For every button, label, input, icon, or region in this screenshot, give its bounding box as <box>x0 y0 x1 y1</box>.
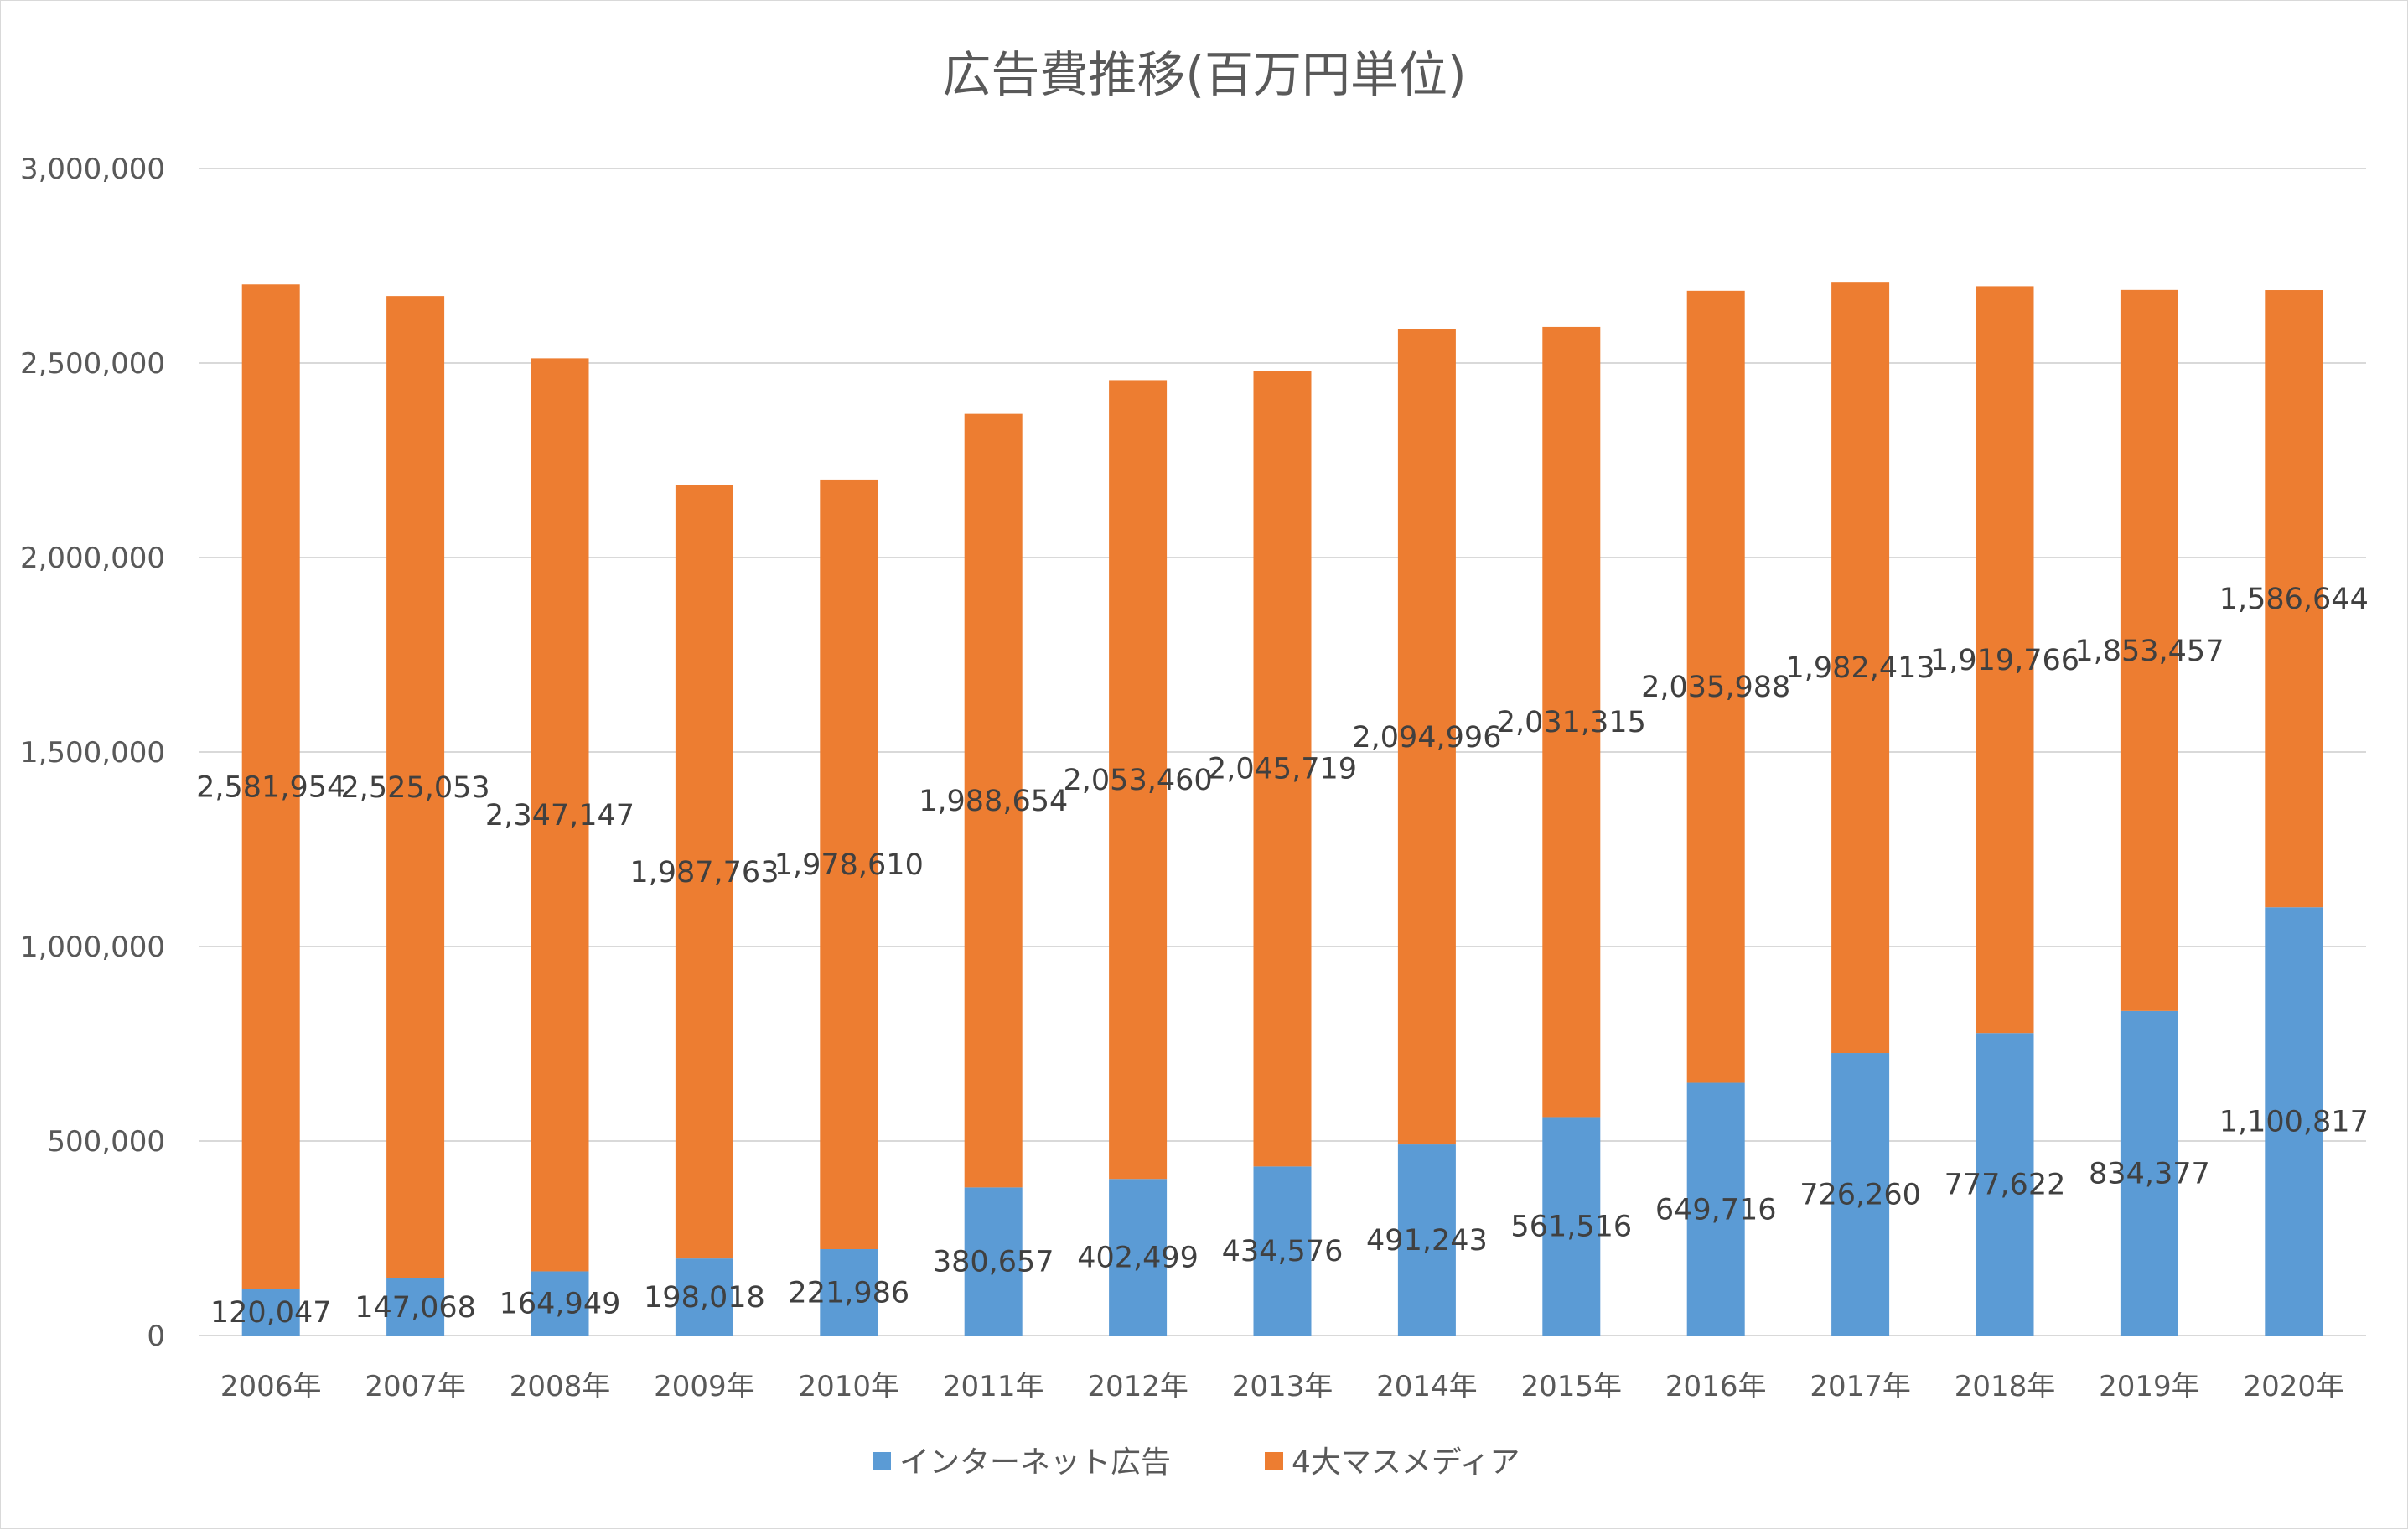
data-label-mass-media: 2,045,719 <box>1208 753 1357 786</box>
data-label-mass-media: 1,987,763 <box>629 856 779 889</box>
y-tick-label: 0 <box>147 1320 165 1353</box>
data-label-internet-ad: 1,100,817 <box>2219 1106 2369 1139</box>
data-label-internet-ad: 561,516 <box>1510 1211 1632 1244</box>
bar-internet-ad <box>1831 1053 1890 1336</box>
data-label-mass-media: 2,581,954 <box>196 770 345 804</box>
data-label-mass-media: 1,978,610 <box>774 848 924 882</box>
data-label-mass-media: 1,982,413 <box>1786 651 1935 685</box>
bar-internet-ad <box>1976 1033 2034 1336</box>
y-tick-label: 2,500,000 <box>20 347 165 381</box>
x-tick-label: 2016年 <box>1665 1370 1767 1403</box>
data-label-internet-ad: 120,047 <box>210 1296 332 1330</box>
x-tick-label: 2006年 <box>220 1370 322 1403</box>
bar-mass-media <box>2120 289 2178 1011</box>
data-label-internet-ad: 164,949 <box>500 1288 621 1321</box>
x-tick-label: 2012年 <box>1087 1370 1188 1403</box>
x-tick-label: 2017年 <box>1810 1370 1911 1403</box>
x-tick-label: 2019年 <box>2099 1370 2200 1403</box>
data-label-internet-ad: 198,018 <box>644 1281 765 1315</box>
bar-mass-media <box>675 485 733 1259</box>
data-label-internet-ad: 726,260 <box>1800 1179 1921 1212</box>
bars <box>241 282 2323 1336</box>
data-label-internet-ad: 834,377 <box>2089 1157 2210 1190</box>
x-tick-label: 2010年 <box>799 1370 900 1403</box>
x-tick-label: 2008年 <box>510 1370 611 1403</box>
y-axis-tick-labels: 0 500,000 1,000,000 1,500,000 2,000,000 2,500… <box>20 153 165 1353</box>
bar-mass-media <box>1253 371 1312 1167</box>
bar-mass-media <box>1542 326 1601 1118</box>
data-label-mass-media: 1,919,766 <box>1930 644 2079 677</box>
bar-internet-ad <box>2265 907 2323 1336</box>
bar-internet-ad <box>1397 1144 1456 1336</box>
bar-mass-media <box>386 296 445 1278</box>
bar-internet-ad <box>1253 1166 1312 1336</box>
bar-mass-media <box>1976 286 2034 1034</box>
bar-internet-ad <box>2120 1010 2178 1336</box>
data-label-mass-media: 2,031,315 <box>1497 706 1646 739</box>
x-tick-label: 2009年 <box>654 1370 755 1403</box>
y-tick-label: 500,000 <box>47 1125 165 1159</box>
data-label-internet-ad: 402,499 <box>1077 1242 1199 1275</box>
legend-swatch-internet-ad <box>873 1452 891 1470</box>
data-label-internet-ad: 147,068 <box>355 1291 476 1325</box>
legend-swatch-mass-media <box>1265 1452 1283 1470</box>
bar-mass-media <box>1109 380 1168 1180</box>
bar-mass-media <box>1831 282 1890 1054</box>
bar-mass-media <box>241 284 300 1289</box>
legend: インターネット広告 4大マスメディア <box>873 1445 1520 1480</box>
y-tick-label: 1,500,000 <box>20 736 165 770</box>
y-tick-label: 3,000,000 <box>20 153 165 186</box>
x-tick-label: 2014年 <box>1376 1370 1478 1403</box>
data-label-mass-media: 1,853,457 <box>2074 635 2224 668</box>
x-tick-label: 2007年 <box>365 1370 466 1403</box>
x-axis-tick-labels: 2006年 2007年 2008年 2009年 2010年 2011年 2012年 2013年… <box>220 1370 2344 1403</box>
data-label-mass-media: 2,035,988 <box>1641 671 1790 704</box>
data-label-mass-media: 2,094,996 <box>1352 721 1501 755</box>
data-label-mass-media: 1,988,654 <box>919 785 1068 818</box>
x-tick-label: 2020年 <box>2244 1370 2345 1403</box>
data-label-mass-media: 2,053,460 <box>1064 764 1213 797</box>
bar-internet-ad <box>1686 1082 1745 1336</box>
chart-title: 広告費推移(百万円単位) <box>942 46 1466 103</box>
data-label-mass-media: 2,347,147 <box>485 799 634 832</box>
data-label-internet-ad: 380,657 <box>933 1246 1054 1279</box>
x-tick-label: 2013年 <box>1232 1370 1333 1403</box>
bar-internet-ad <box>241 1289 300 1336</box>
bar-internet-ad <box>964 1187 1023 1336</box>
bar-mass-media <box>1397 329 1456 1145</box>
x-tick-label: 2018年 <box>1955 1370 2056 1403</box>
data-labels: 120,047 2,581,954 147,068 2,525,053 164,949 2… <box>196 583 2369 1330</box>
data-label-mass-media: 2,525,053 <box>341 771 490 805</box>
y-tick-label: 1,000,000 <box>20 931 165 964</box>
bar-internet-ad <box>1542 1117 1601 1336</box>
x-tick-label: 2011年 <box>943 1370 1044 1403</box>
y-tick-label: 2,000,000 <box>20 542 165 575</box>
bar-internet-ad <box>675 1258 733 1336</box>
bar-mass-media <box>820 479 878 1249</box>
bar-mass-media <box>964 413 1023 1188</box>
data-label-internet-ad: 777,622 <box>1945 1169 2066 1202</box>
bar-internet-ad <box>531 1271 589 1336</box>
bar-internet-ad <box>1109 1179 1168 1336</box>
bar-mass-media <box>2265 290 2323 908</box>
bar-internet-ad <box>386 1278 445 1336</box>
data-label-internet-ad: 221,986 <box>788 1276 909 1310</box>
data-label-internet-ad: 649,716 <box>1655 1193 1777 1227</box>
bar-mass-media <box>531 358 589 1272</box>
data-label-internet-ad: 434,576 <box>1222 1235 1344 1268</box>
legend-label-mass-media: 4大マスメディア <box>1292 1445 1520 1480</box>
data-label-internet-ad: 491,243 <box>1366 1224 1488 1258</box>
data-label-mass-media: 1,586,644 <box>2219 583 2369 616</box>
bar-mass-media <box>1686 290 1745 1083</box>
x-tick-label: 2015年 <box>1521 1370 1623 1403</box>
legend-label-internet-ad: インターネット広告 <box>899 1445 1171 1480</box>
bar-internet-ad <box>820 1248 878 1336</box>
